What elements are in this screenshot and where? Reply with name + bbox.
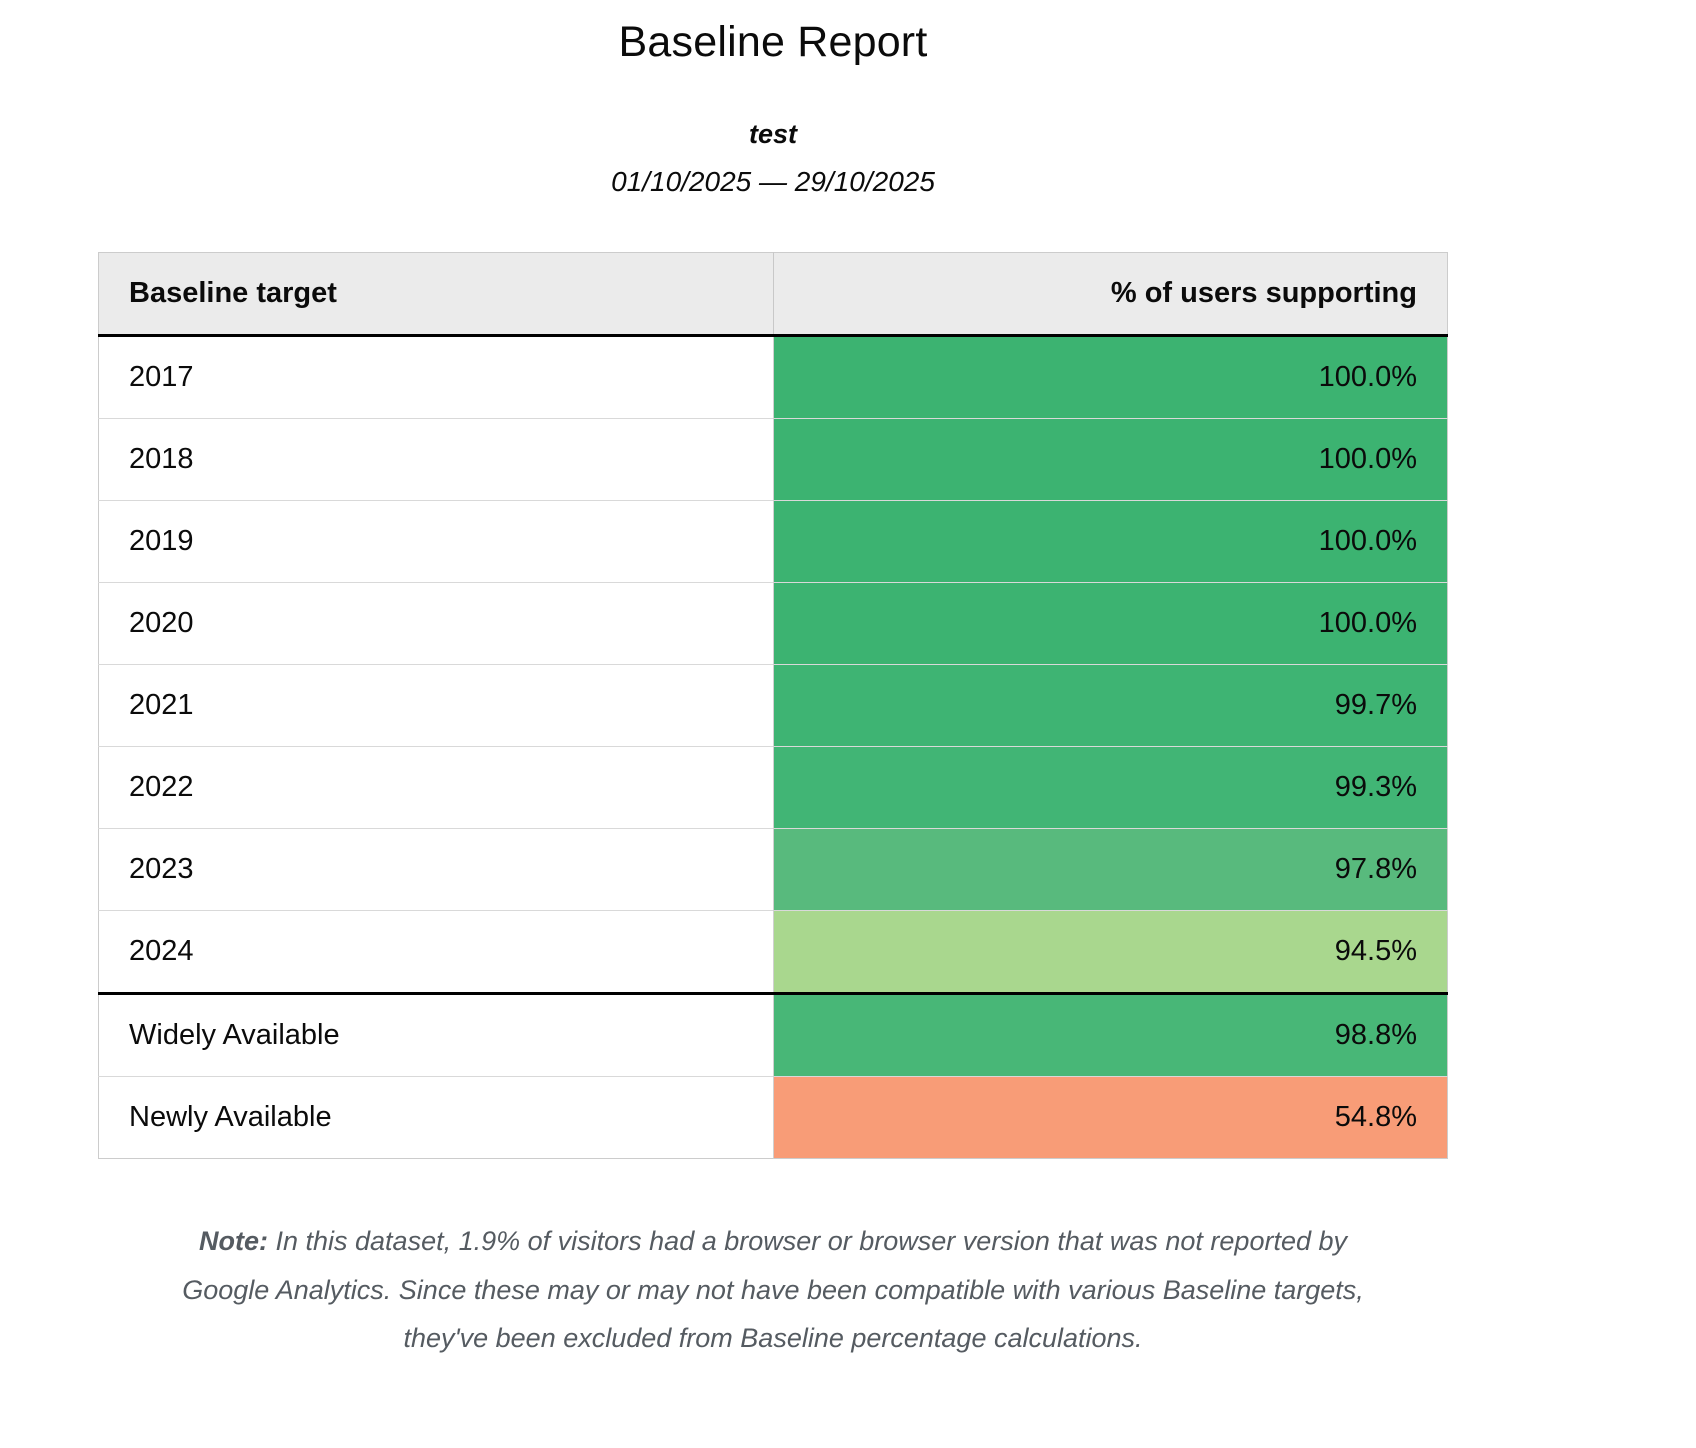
baseline-target-cell: 2019: [98, 500, 774, 583]
baseline-target-cell: 2023: [98, 828, 774, 911]
percent-cell: 100.0%: [773, 500, 1448, 583]
table-header-row: Baseline target % of users supporting: [98, 252, 1448, 337]
baseline-target-cell: Widely Available: [98, 993, 774, 1077]
table-row: 2017 100.0%: [98, 335, 1448, 419]
table-row: 2024 94.5%: [98, 910, 1448, 995]
footnote-text: In this dataset, 1.9% of visitors had a …: [182, 1226, 1364, 1354]
report-date-range: 01/10/2025 — 29/10/2025: [611, 166, 935, 197]
table-row: Widely Available 98.8%: [98, 993, 1448, 1077]
table-row: 2018 100.0%: [98, 418, 1448, 501]
percent-cell: 54.8%: [773, 1076, 1448, 1159]
column-header-percent-supporting: % of users supporting: [773, 252, 1448, 337]
table-row: 2019 100.0%: [98, 500, 1448, 583]
footnote-label: Note:: [198, 1226, 268, 1256]
baseline-target-cell: 2017: [98, 335, 774, 419]
baseline-target-cell: 2021: [98, 664, 774, 747]
table-row: 2020 100.0%: [98, 582, 1448, 665]
percent-cell: 100.0%: [773, 418, 1448, 501]
report-page: Baseline Report test 01/10/2025 — 29/10/…: [98, 0, 1448, 1363]
percent-cell: 100.0%: [773, 582, 1448, 665]
percent-cell: 94.5%: [773, 910, 1448, 995]
table-row: Newly Available 54.8%: [98, 1076, 1448, 1159]
percent-cell: 98.8%: [773, 993, 1448, 1077]
baseline-table: Baseline target % of users supporting 20…: [98, 252, 1448, 1159]
page-title: Baseline Report: [618, 18, 928, 66]
table-row: 2021 99.7%: [98, 664, 1448, 747]
table-row: 2023 97.8%: [98, 828, 1448, 911]
baseline-target-cell: 2020: [98, 582, 774, 665]
baseline-target-cell: 2022: [98, 746, 774, 829]
percent-cell: 99.3%: [773, 746, 1448, 829]
baseline-target-cell: 2024: [98, 910, 774, 995]
baseline-target-cell: 2018: [98, 418, 774, 501]
baseline-target-cell: Newly Available: [98, 1076, 774, 1159]
column-header-baseline-target: Baseline target: [98, 252, 774, 337]
table-row: 2022 99.3%: [98, 746, 1448, 829]
report-subtitle: test: [748, 119, 797, 149]
percent-cell: 100.0%: [773, 335, 1448, 419]
percent-cell: 99.7%: [773, 664, 1448, 747]
percent-cell: 97.8%: [773, 828, 1448, 911]
footnote: Note: In this dataset, 1.9% of visitors …: [178, 1217, 1368, 1363]
